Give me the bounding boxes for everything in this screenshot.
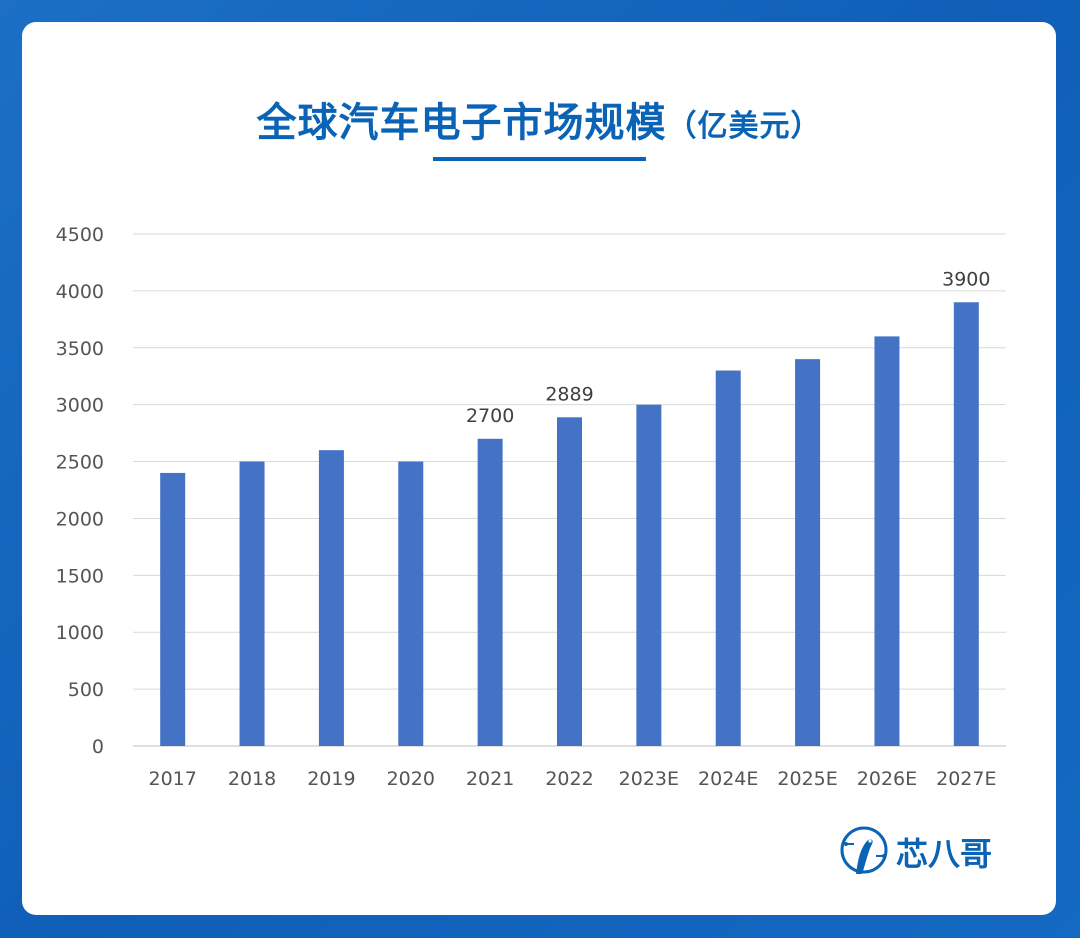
y-tick-label: 2000: [56, 508, 104, 530]
x-tick-label: 2024E: [698, 768, 758, 790]
bar: [636, 404, 662, 746]
bar: [953, 302, 979, 746]
bar: [874, 336, 900, 746]
x-tick-label: 2027E: [936, 768, 996, 790]
chart-title: 全球汽车电子市场规模（亿美元）: [257, 90, 822, 148]
data-label: 2889: [545, 383, 593, 405]
y-tick-label: 4500: [56, 224, 104, 246]
logo-text: 芯八哥: [896, 835, 993, 873]
x-tick-label: 2017: [149, 768, 197, 790]
y-tick-label: 2500: [56, 452, 104, 474]
x-tick-label: 2020: [387, 768, 435, 790]
bar: [795, 359, 821, 746]
data-label: 3900: [942, 268, 990, 290]
x-tick-label: 2018: [228, 768, 276, 790]
y-tick-label: 1500: [56, 565, 104, 587]
x-tick-label: 2023E: [619, 768, 679, 790]
chart-title-wrap: 全球汽车电子市场规模（亿美元）: [22, 90, 1056, 148]
y-tick-label: 4000: [56, 281, 104, 303]
chart-title-main: 全球汽车电子市场规模: [256, 100, 667, 146]
title-underline: [433, 157, 646, 161]
bar: [715, 370, 741, 746]
x-tick-label: 2025E: [777, 768, 837, 790]
data-label: 2700: [466, 405, 514, 427]
y-tick-label: 0: [92, 736, 104, 758]
bar: [398, 461, 424, 746]
bar: [557, 417, 582, 746]
bar: [160, 472, 186, 746]
y-tick-label: 500: [68, 679, 104, 701]
brand-logo: 芯八哥: [838, 822, 992, 882]
bar: [477, 438, 503, 746]
bird-circuit-icon: [840, 826, 888, 874]
x-tick-label: 2026E: [857, 768, 917, 790]
y-tick-label: 3500: [56, 338, 104, 360]
x-tick-label: 2019: [307, 768, 355, 790]
x-tick-label: 2022: [545, 768, 593, 790]
bar: [318, 450, 344, 746]
chart-title-unit: （亿美元）: [666, 109, 822, 144]
y-tick-label: 1000: [56, 622, 104, 644]
x-tick-label: 2021: [466, 768, 514, 790]
bar: [239, 461, 265, 746]
y-tick-label: 3000: [56, 395, 104, 417]
